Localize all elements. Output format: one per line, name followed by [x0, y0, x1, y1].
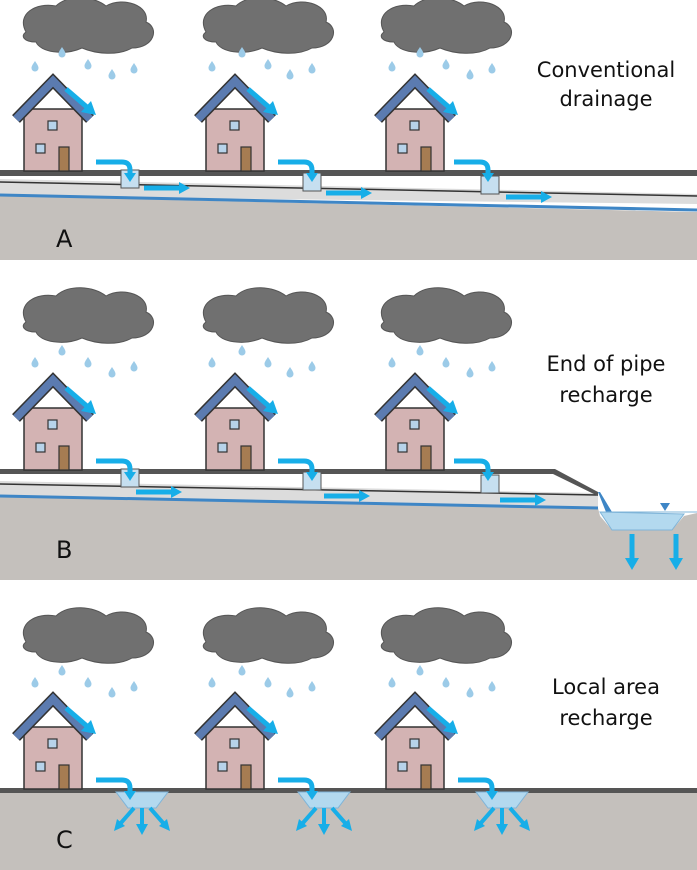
water-level-marker — [660, 503, 670, 511]
panel-c: C Local area recharge — [0, 607, 697, 870]
pond-infiltration-arrows — [625, 534, 683, 570]
pipe-water-line-b — [0, 494, 599, 510]
clouds-c — [22, 607, 513, 664]
caption-a-line-2: drainage — [559, 87, 652, 111]
panel-a: A Conventional drainage — [0, 0, 697, 260]
caption-b-line-1: End of pipe — [547, 352, 666, 376]
road-b — [0, 469, 598, 496]
house-a-2 — [198, 81, 272, 171]
caption-c-line-1: Local area — [552, 675, 660, 699]
house-a-3 — [378, 81, 452, 171]
rain-drops-b — [31, 345, 496, 378]
panel-letter-c: C — [56, 826, 73, 854]
panel-letter-b: B — [56, 536, 72, 564]
ground-b — [0, 497, 697, 580]
house-c-2 — [198, 699, 272, 789]
house-c-1 — [16, 699, 90, 789]
ground-a — [0, 196, 697, 260]
panel-b: B End of pipe recharge — [0, 287, 697, 580]
recharge-pond — [599, 511, 685, 531]
caption-a-line-1: Conventional — [537, 58, 675, 82]
clouds-b — [22, 287, 513, 344]
clouds-a — [22, 0, 513, 54]
road-a — [0, 170, 697, 176]
house-b-1 — [16, 380, 90, 470]
caption-b-line-2: recharge — [559, 383, 652, 407]
rain-drops-c — [31, 665, 496, 698]
pipe-water-line-a — [0, 193, 697, 212]
house-b-2 — [198, 380, 272, 470]
panel-letter-a: A — [56, 225, 73, 253]
caption-c-line-2: recharge — [559, 706, 652, 730]
road-c — [0, 788, 697, 793]
house-b-3 — [378, 380, 452, 470]
ground-c — [0, 792, 697, 870]
house-a-1 — [16, 81, 90, 171]
house-c-3 — [378, 699, 452, 789]
sewer-pipe-b — [0, 481, 598, 508]
